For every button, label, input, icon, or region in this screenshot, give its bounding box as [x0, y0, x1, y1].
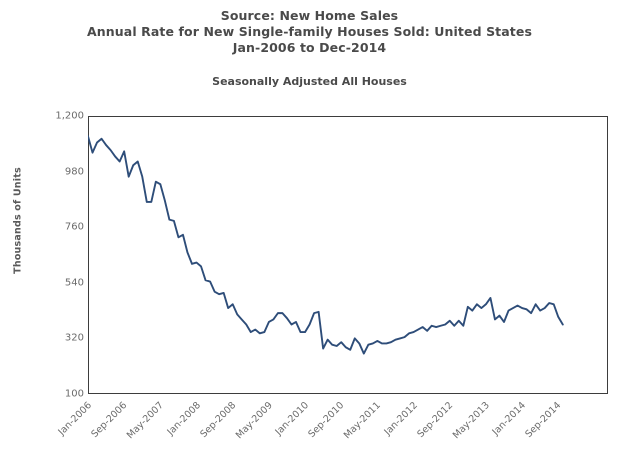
y-tick-label: 540 — [64, 277, 84, 289]
x-tick-label: May-2013 — [450, 400, 492, 442]
y-tick-label: 320 — [64, 332, 84, 344]
x-tick-label: May-2009 — [233, 400, 275, 442]
chart-title-line-3: Jan-2006 to Dec-2014 — [232, 40, 387, 55]
x-tick-label: Sep-2008 — [198, 400, 238, 440]
x-tick-label: Sep-2006 — [89, 400, 130, 440]
y-axis-ticks: 100 320 540 760 980 1,200 — [20, 0, 84, 458]
series-polyline — [88, 135, 564, 355]
x-tick-label: Sep-2014 — [523, 400, 564, 440]
chart-title-line-2: Annual Rate for New Single-family Houses… — [87, 24, 532, 39]
x-tick-label: May-2011 — [342, 400, 384, 442]
chart-title-block: Source: New Home Sales Annual Rate for N… — [0, 8, 619, 56]
chart-title-line-1: Source: New Home Sales — [220, 8, 399, 23]
y-tick-label: 980 — [64, 166, 84, 178]
y-tick-label: 1,200 — [55, 110, 84, 122]
x-tick-label: Jan-2008 — [164, 400, 203, 438]
y-tick-label: 760 — [64, 221, 84, 233]
y-tick-label: 100 — [64, 388, 84, 400]
x-tick-label: Jan-2012 — [381, 400, 420, 438]
x-tick-label: Sep-2012 — [415, 400, 456, 440]
plot-area — [88, 116, 608, 394]
data-series-line — [88, 135, 564, 355]
x-tick-label: Sep-2010 — [306, 400, 347, 440]
x-tick-label: May-2007 — [125, 400, 167, 442]
chart-subtitle: Seasonally Adjusted All Houses — [212, 75, 407, 88]
